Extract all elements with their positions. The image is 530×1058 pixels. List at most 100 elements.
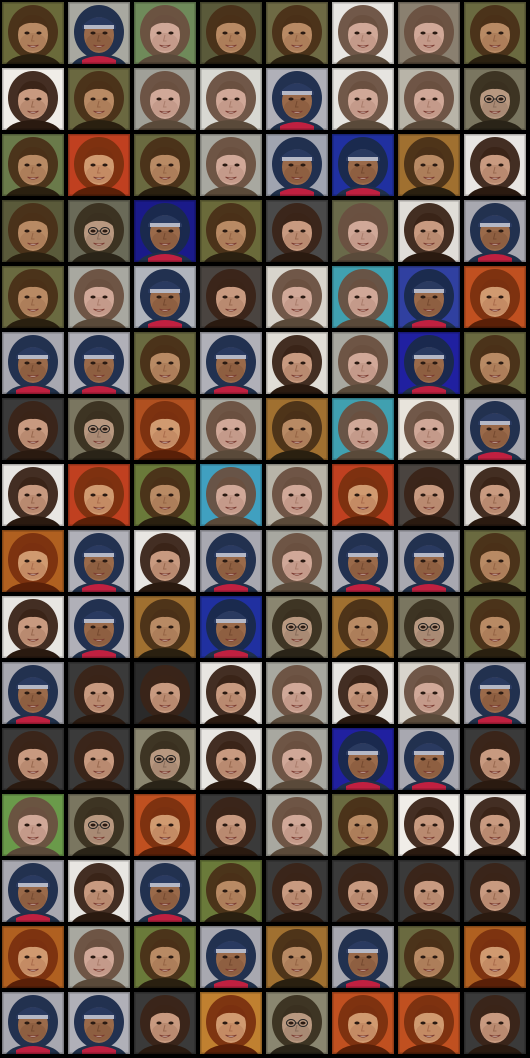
face-image — [266, 332, 328, 394]
face-image — [2, 134, 64, 196]
face-image — [398, 596, 460, 658]
face-sample-r4-c7 — [398, 200, 460, 262]
face-sample-r10-c2 — [68, 596, 130, 658]
face-sample-r2-c8 — [464, 68, 526, 130]
face-sample-r11-c4 — [200, 662, 262, 724]
face-image — [332, 332, 394, 394]
face-sample-r2-c3 — [134, 68, 196, 130]
face-sample-r16-c8 — [464, 992, 526, 1054]
face-sample-r11-c2 — [68, 662, 130, 724]
face-sample-r10-c4 — [200, 596, 262, 658]
face-image — [68, 926, 130, 988]
face-sample-r9-c3 — [134, 530, 196, 592]
face-image — [266, 728, 328, 790]
face-sample-r5-c8 — [464, 266, 526, 328]
face-image — [464, 530, 526, 592]
face-image — [398, 728, 460, 790]
face-sample-r16-c4 — [200, 992, 262, 1054]
face-image — [134, 200, 196, 262]
face-sample-r4-c8 — [464, 200, 526, 262]
face-image — [398, 926, 460, 988]
face-sample-r9-c1 — [2, 530, 64, 592]
face-image — [2, 926, 64, 988]
face-image — [2, 464, 64, 526]
face-image — [68, 860, 130, 922]
face-image — [332, 200, 394, 262]
face-sample-r3-c3 — [134, 134, 196, 196]
face-image — [266, 794, 328, 856]
face-sample-r15-c4 — [200, 926, 262, 988]
face-sample-r5-c4 — [200, 266, 262, 328]
face-sample-r5-c2 — [68, 266, 130, 328]
face-image — [2, 860, 64, 922]
face-image — [68, 2, 130, 64]
face-sample-r16-c5 — [266, 992, 328, 1054]
face-image — [134, 662, 196, 724]
face-image — [200, 662, 262, 724]
face-image — [68, 68, 130, 130]
face-image — [68, 464, 130, 526]
face-sample-r13-c7 — [398, 794, 460, 856]
face-image — [134, 464, 196, 526]
face-sample-r7-c8 — [464, 398, 526, 460]
face-image — [2, 266, 64, 328]
face-sample-r13-c8 — [464, 794, 526, 856]
face-sample-r13-c6 — [332, 794, 394, 856]
face-image — [2, 728, 64, 790]
face-sample-r15-c1 — [2, 926, 64, 988]
face-sample-r4-c1 — [2, 200, 64, 262]
face-sample-r8-c6 — [332, 464, 394, 526]
face-image — [68, 398, 130, 460]
face-image — [398, 464, 460, 526]
face-image — [332, 794, 394, 856]
face-image — [134, 794, 196, 856]
face-sample-r9-c4 — [200, 530, 262, 592]
face-sample-r15-c6 — [332, 926, 394, 988]
face-sample-r6-c8 — [464, 332, 526, 394]
face-image — [2, 530, 64, 592]
face-image — [134, 926, 196, 988]
face-image — [2, 398, 64, 460]
face-sample-r2-c6 — [332, 68, 394, 130]
face-image — [398, 2, 460, 64]
face-sample-r12-c3 — [134, 728, 196, 790]
face-image — [398, 200, 460, 262]
face-image — [200, 794, 262, 856]
face-image — [200, 464, 262, 526]
face-sample-r11-c8 — [464, 662, 526, 724]
face-image — [464, 860, 526, 922]
face-sample-r16-c1 — [2, 992, 64, 1054]
face-sample-r3-c6 — [332, 134, 394, 196]
face-image — [266, 530, 328, 592]
face-sample-r1-c3 — [134, 2, 196, 64]
face-image — [68, 530, 130, 592]
face-sample-r7-c1 — [2, 398, 64, 460]
face-image — [266, 662, 328, 724]
face-image — [398, 530, 460, 592]
face-image — [134, 134, 196, 196]
face-sample-r12-c2 — [68, 728, 130, 790]
face-sample-r11-c1 — [2, 662, 64, 724]
face-image — [200, 530, 262, 592]
face-image — [2, 332, 64, 394]
face-sample-r8-c1 — [2, 464, 64, 526]
face-sample-r16-c3 — [134, 992, 196, 1054]
face-sample-r14-c7 — [398, 860, 460, 922]
face-image — [68, 596, 130, 658]
face-image — [398, 266, 460, 328]
face-sample-r11-c7 — [398, 662, 460, 724]
face-image — [332, 2, 394, 64]
face-image — [464, 266, 526, 328]
face-sample-r10-c1 — [2, 596, 64, 658]
face-image — [464, 794, 526, 856]
face-sample-r12-c1 — [2, 728, 64, 790]
face-image — [266, 68, 328, 130]
face-image — [134, 2, 196, 64]
face-sample-r6-c6 — [332, 332, 394, 394]
face-sample-r12-c5 — [266, 728, 328, 790]
face-image — [134, 530, 196, 592]
face-sample-r11-c6 — [332, 662, 394, 724]
face-sample-r6-c4 — [200, 332, 262, 394]
face-image — [200, 926, 262, 988]
